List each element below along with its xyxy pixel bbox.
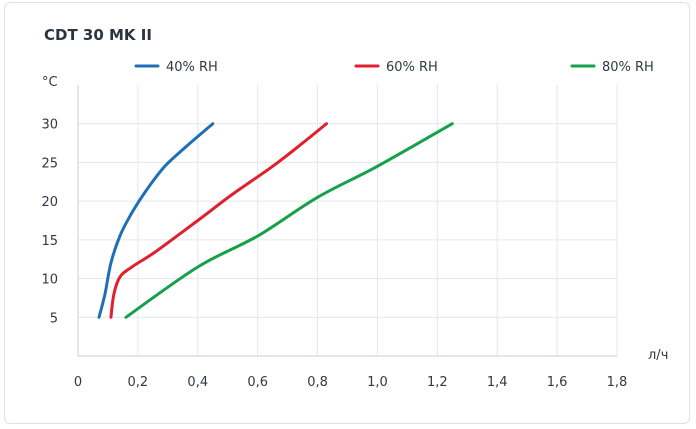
x-tick-label: 0,8 [307, 375, 328, 390]
tick-labels: 0 0,2 0,4 0,6 0,8 1,0 1,2 1,4 1,6 1,8 5 10 15 20 25 30 [41, 118, 627, 390]
legend: 40% RH 60% RH 80% RH [134, 60, 654, 75]
y-tick-label: 20 [41, 195, 58, 210]
legend-label: 60% RH [386, 60, 438, 75]
x-axis-label: л/ч [648, 348, 668, 363]
x-tick-label: 1,2 [427, 375, 448, 390]
y-tick-label: 15 [41, 234, 58, 249]
x-tick-label: 1,8 [607, 375, 628, 390]
x-tick-label: 0 [74, 375, 82, 390]
series-lines [97, 122, 454, 319]
x-tick-label: 1,4 [487, 375, 508, 390]
x-tick-label: 1,6 [547, 375, 568, 390]
y-tick-label: 25 [41, 156, 58, 171]
series-line [109, 122, 328, 319]
x-tick-label: 0,2 [128, 375, 149, 390]
series-line [124, 122, 454, 319]
x-tick-label: 0,4 [187, 375, 208, 390]
y-tick-label: 30 [41, 118, 58, 133]
chart-card [4, 2, 690, 424]
chart-title: CDT 30 MK II [44, 26, 152, 44]
legend-label: 80% RH [602, 60, 654, 75]
y-axis-label: °C [42, 75, 58, 90]
y-tick-label: 5 [50, 311, 58, 326]
series-line [97, 122, 215, 319]
x-tick-label: 0,6 [247, 375, 268, 390]
grid-lines [78, 85, 618, 356]
x-tick-label: 1,0 [367, 375, 388, 390]
legend-label: 40% RH [166, 60, 218, 75]
y-tick-label: 10 [41, 273, 58, 288]
axes [77, 85, 617, 357]
